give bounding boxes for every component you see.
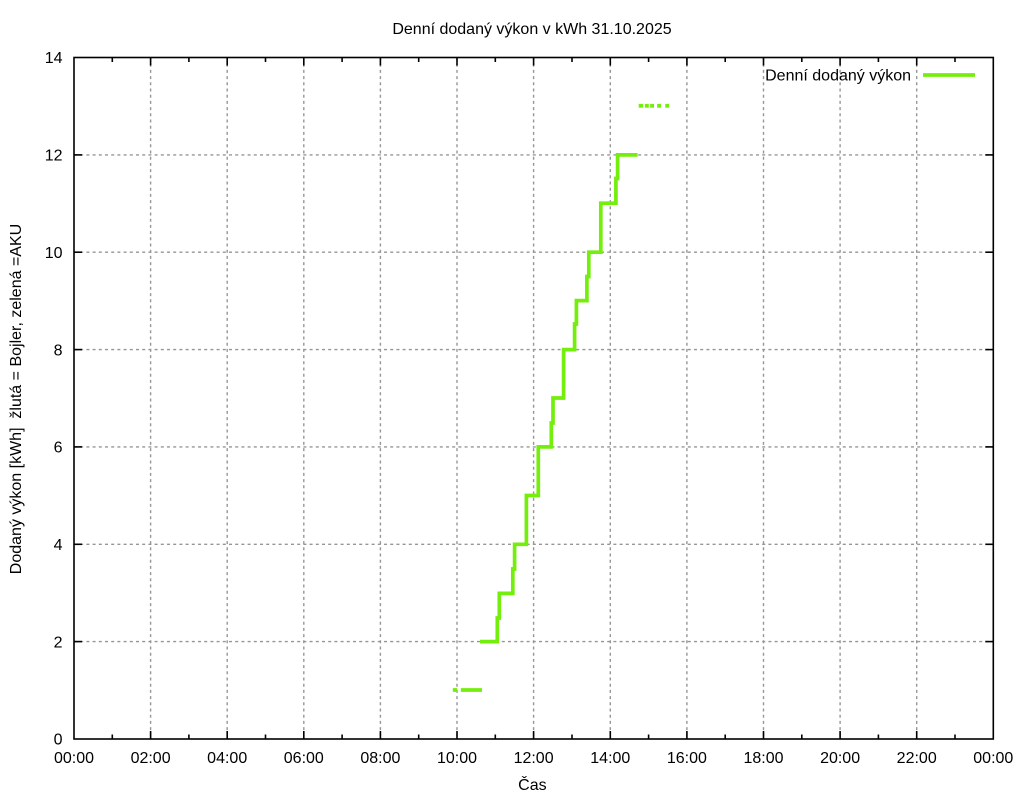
- svg-text:Denní dodaný výkon: Denní dodaný výkon: [765, 68, 911, 85]
- svg-text:16:00: 16:00: [667, 750, 707, 767]
- svg-text:08:00: 08:00: [360, 750, 400, 767]
- svg-text:22:00: 22:00: [897, 750, 937, 767]
- svg-text:Dodaný výkon [kWh] žlutá = Bo: Dodaný výkon [kWh] žlutá = Bojler, zelen…: [8, 224, 25, 574]
- svg-text:00:00: 00:00: [54, 750, 94, 767]
- svg-text:06:00: 06:00: [284, 750, 324, 767]
- svg-text:20:00: 20:00: [820, 750, 860, 767]
- svg-text:02:00: 02:00: [131, 750, 171, 767]
- svg-text:Čas: Čas: [518, 775, 546, 794]
- svg-text:2: 2: [54, 634, 63, 651]
- svg-text:14:00: 14:00: [590, 750, 630, 767]
- svg-text:18:00: 18:00: [743, 750, 783, 767]
- svg-text:10: 10: [45, 245, 63, 262]
- svg-text:6: 6: [54, 440, 63, 457]
- svg-text:14: 14: [45, 50, 63, 67]
- svg-text:8: 8: [54, 342, 63, 359]
- svg-text:10:00: 10:00: [437, 750, 477, 767]
- svg-text:4: 4: [54, 537, 63, 554]
- svg-text:12: 12: [45, 148, 63, 165]
- svg-text:0: 0: [54, 732, 63, 749]
- svg-text:Denní dodaný výkon v kWh 31.10: Denní dodaný výkon v kWh 31.10.2025: [392, 21, 671, 38]
- svg-text:04:00: 04:00: [207, 750, 247, 767]
- svg-text:12:00: 12:00: [514, 750, 554, 767]
- svg-text:00:00: 00:00: [973, 750, 1013, 767]
